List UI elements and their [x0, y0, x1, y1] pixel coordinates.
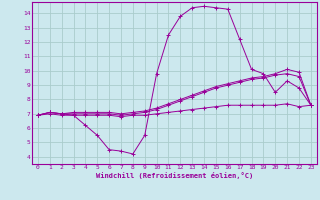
X-axis label: Windchill (Refroidissement éolien,°C): Windchill (Refroidissement éolien,°C) — [96, 172, 253, 179]
